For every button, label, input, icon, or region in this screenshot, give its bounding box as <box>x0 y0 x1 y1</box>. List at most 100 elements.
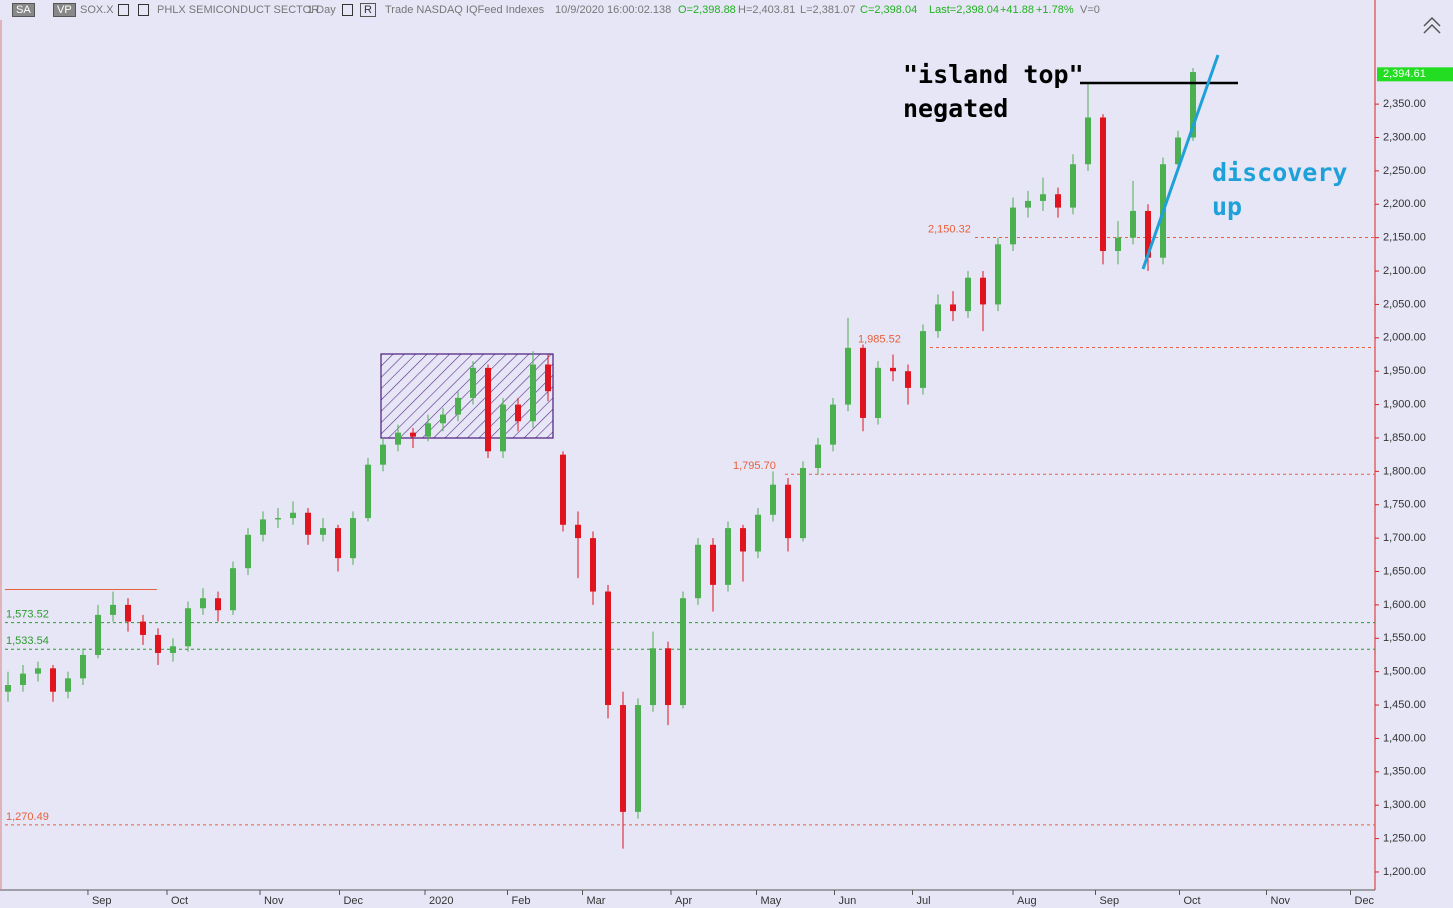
candle-body <box>830 404 837 445</box>
candle-body <box>559 454 566 525</box>
feed: Trade NASDAQ IQFeed Indexes <box>385 4 545 16</box>
candle-body <box>890 367 897 372</box>
candle-body <box>1115 237 1122 252</box>
dropdown[interactable] <box>118 4 129 16</box>
candle-body <box>845 347 852 405</box>
candle-body <box>154 634 161 653</box>
candle-body <box>439 414 446 424</box>
candle-body <box>710 544 717 585</box>
y-tick-label: 1,500.00 <box>1383 666 1426 678</box>
x-tick-label: Oct <box>1184 895 1201 907</box>
dropdown[interactable] <box>342 4 353 16</box>
candle-body <box>169 646 176 653</box>
candle-body <box>529 364 536 422</box>
y-tick-label: 1,200.00 <box>1383 866 1426 878</box>
y-tick-label: 2,300.00 <box>1383 131 1426 143</box>
candle-body <box>49 668 56 692</box>
candle-body <box>815 444 822 469</box>
y-tick-label: 1,250.00 <box>1383 832 1426 844</box>
level-label: 1,573.52 <box>6 608 49 620</box>
x-tick-label: Dec <box>1355 895 1375 907</box>
vp-button[interactable]: VP <box>53 3 76 17</box>
y-tick-label: 1,350.00 <box>1383 766 1426 778</box>
low: L=2,381.07 <box>800 4 856 16</box>
candle-body <box>950 304 957 312</box>
candle-body <box>619 705 626 812</box>
candle-body <box>589 538 596 592</box>
volume: V=0 <box>1080 4 1100 16</box>
candle-body <box>905 371 912 388</box>
candle-body <box>4 685 11 692</box>
x-tick-label: Nov <box>1271 895 1291 907</box>
last-price-label: 2,394.61 <box>1383 68 1426 80</box>
annotation: up <box>1212 192 1242 221</box>
last-price-tag <box>1377 67 1453 82</box>
candle-body <box>574 524 581 539</box>
candle-body <box>1055 194 1062 208</box>
x-tick-label: Sep <box>1100 895 1120 907</box>
candle-body <box>94 614 101 655</box>
x-tick-label: Feb <box>511 895 530 907</box>
close: C=2,398.04 <box>860 4 918 16</box>
high: H=2,403.81 <box>738 4 796 16</box>
candle-body <box>214 598 221 611</box>
x-tick-label: Aug <box>1017 895 1037 907</box>
datetime: 10/9/2020 16:00:02.138 <box>555 4 672 16</box>
candle-body <box>785 484 792 539</box>
annotation: discovery <box>1212 158 1347 187</box>
y-tick-label: 2,250.00 <box>1383 165 1426 177</box>
candle-body <box>379 444 386 465</box>
y-tick-label: 1,300.00 <box>1383 799 1426 811</box>
open: O=2,398.88 <box>678 4 736 16</box>
candle-body <box>995 244 1002 305</box>
sa-button[interactable]: SA <box>12 3 35 17</box>
candle-body <box>755 514 762 552</box>
symbol[interactable]: SOX.X <box>80 4 114 16</box>
change-pct: +1.78% <box>1036 4 1074 16</box>
candle-body <box>935 304 942 332</box>
candle-body <box>64 678 71 692</box>
y-tick-label: 1,800.00 <box>1383 465 1426 477</box>
candle-body <box>860 347 867 418</box>
candle-body <box>695 544 702 599</box>
y-tick-label: 1,950.00 <box>1383 365 1426 377</box>
candle-body <box>1010 207 1017 245</box>
y-tick-label: 1,900.00 <box>1383 398 1426 410</box>
candle-body <box>1130 210 1137 238</box>
y-tick-label: 1,750.00 <box>1383 499 1426 511</box>
y-tick-label: 1,850.00 <box>1383 432 1426 444</box>
toolbar: SA VP SOX.X PHLX SEMICONDUCT SECTOR 1 Da… <box>0 0 1375 20</box>
candle-body <box>334 528 341 559</box>
candle-body <box>199 598 206 609</box>
y-tick-label: 1,400.00 <box>1383 732 1426 744</box>
candle-body <box>34 668 41 674</box>
candle-body <box>1040 194 1047 201</box>
x-tick-label: Nov <box>264 895 284 907</box>
candle-body <box>394 432 401 445</box>
x-tick-label: Dec <box>343 895 363 907</box>
r-button[interactable]: R <box>360 3 376 17</box>
candle-body <box>604 591 611 706</box>
candle-body <box>229 568 236 611</box>
candle-body <box>349 518 356 559</box>
scroll-icon[interactable] <box>1423 16 1441 34</box>
y-tick-label: 2,050.00 <box>1383 298 1426 310</box>
candle-body <box>740 528 747 552</box>
candle-body <box>1025 200 1032 208</box>
candle-body <box>484 367 491 452</box>
candle-body <box>664 648 671 706</box>
interval[interactable]: 1 Day <box>307 4 336 16</box>
candle-body <box>124 604 131 622</box>
annotation: "island top" <box>903 60 1084 89</box>
candle-body <box>634 705 641 812</box>
y-tick-label: 1,650.00 <box>1383 565 1426 577</box>
level-label: 1,533.54 <box>6 635 49 647</box>
dropdown[interactable] <box>138 4 149 16</box>
candle-body <box>649 648 656 706</box>
candle-body <box>1070 164 1077 208</box>
candle-body <box>79 654 86 679</box>
candle-body <box>1175 137 1182 165</box>
x-tick-label: Apr <box>675 895 692 907</box>
